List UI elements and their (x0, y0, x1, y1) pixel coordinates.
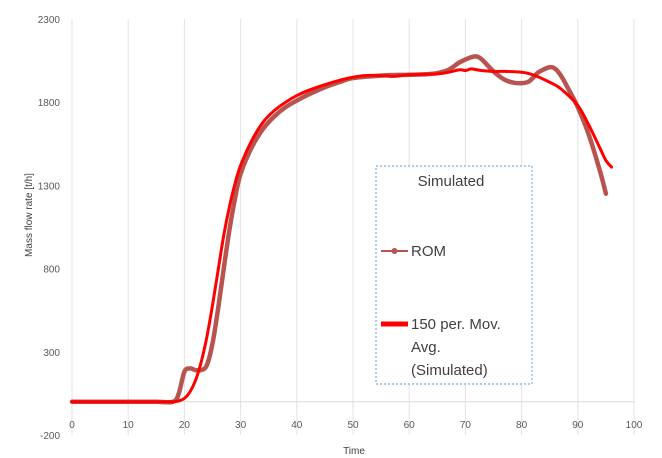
legend-box (375, 165, 533, 385)
legend-moving-avg-label-line2: Avg. (411, 339, 441, 356)
legend-moving-avg-label-line1: 150 per. Mov. (411, 316, 501, 333)
moving-average-series-line (70, 67, 614, 404)
series-lines (69, 54, 614, 405)
legend: Simulated ROM 150 per. Mov. Avg. (Simula… (375, 165, 533, 385)
legend-moving-avg-label-line3: (Simulated) (411, 362, 488, 379)
y-tick-label: 1800 (38, 98, 61, 109)
y-tick-label: 2300 (38, 15, 61, 26)
x-tick-label: 0 (69, 420, 75, 431)
x-axis-title: Time (343, 446, 365, 457)
y-axis-title: Mass flow rate [t/h] (24, 173, 35, 257)
y-axis-tick-labels: -200 300 800 1300 1800 2300 (38, 15, 61, 442)
legend-rom-marker (391, 248, 398, 254)
legend-rom-label: ROM (411, 243, 446, 260)
x-tick-label: 90 (572, 420, 584, 431)
legend-title: Simulated (418, 173, 485, 190)
y-tick-label: 800 (43, 265, 60, 276)
y-tick-label: 300 (43, 348, 60, 359)
y-tick-label: -200 (40, 431, 60, 442)
y-tick-label: 1300 (38, 181, 61, 192)
x-tick-label: 100 (626, 420, 643, 431)
x-tick-label: 30 (235, 420, 247, 431)
x-tick-label: 50 (347, 420, 359, 431)
x-tick-label: 70 (460, 420, 472, 431)
rom-series-line (69, 54, 609, 405)
x-tick-label: 20 (179, 420, 191, 431)
x-tick-label: 80 (516, 420, 528, 431)
x-axis-tick-labels: 0 10 20 30 40 50 60 70 80 90 100 (69, 420, 643, 431)
x-tick-label: 40 (291, 420, 303, 431)
x-tick-label: 60 (404, 420, 416, 431)
x-tick-label: 10 (123, 420, 135, 431)
